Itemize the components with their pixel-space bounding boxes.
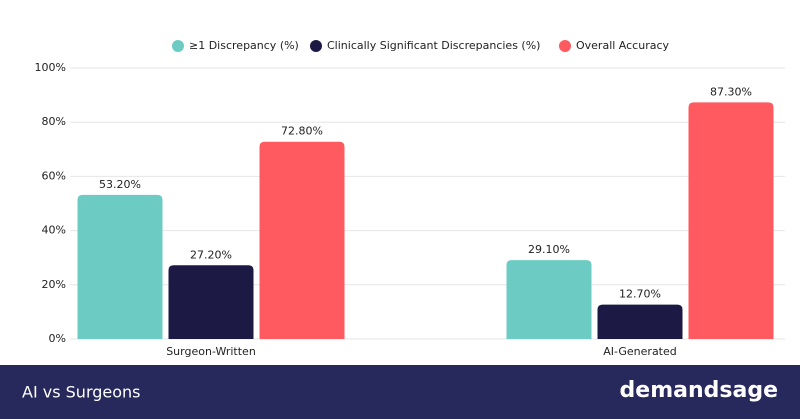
y-tick-label: 0% <box>49 332 66 345</box>
y-tick-label: 20% <box>42 278 66 291</box>
legend-swatch <box>310 40 322 52</box>
footer-band <box>0 365 800 419</box>
value-label: 72.80% <box>281 125 323 138</box>
y-tick-label: 100% <box>35 61 66 74</box>
bar <box>168 265 254 339</box>
footer-title: AI vs Surgeons <box>22 383 141 402</box>
brand: demandsage <box>620 378 778 403</box>
legend-label: ≥1 Discrepancy (%) <box>189 39 299 52</box>
legend-swatch <box>559 40 571 52</box>
bar <box>597 304 683 339</box>
x-tick-label: Surgeon-Written <box>166 345 256 358</box>
value-label: 27.20% <box>190 248 232 261</box>
x-tick-label: AI-Generated <box>603 345 677 358</box>
y-tick-label: 40% <box>42 224 66 237</box>
legend-swatch <box>172 40 184 52</box>
legend-label: Overall Accuracy <box>576 39 670 52</box>
value-label: 53.20% <box>99 178 141 191</box>
bar <box>259 141 345 339</box>
y-tick-label: 80% <box>42 115 66 128</box>
bar <box>506 260 592 339</box>
bar <box>688 102 774 340</box>
value-label: 87.30% <box>710 85 752 98</box>
y-tick-label: 60% <box>42 169 66 182</box>
legend-label: Clinically Significant Discrepancies (%) <box>327 39 540 52</box>
value-label: 29.10% <box>528 243 570 256</box>
value-label: 12.70% <box>619 288 661 301</box>
bar <box>77 194 163 339</box>
